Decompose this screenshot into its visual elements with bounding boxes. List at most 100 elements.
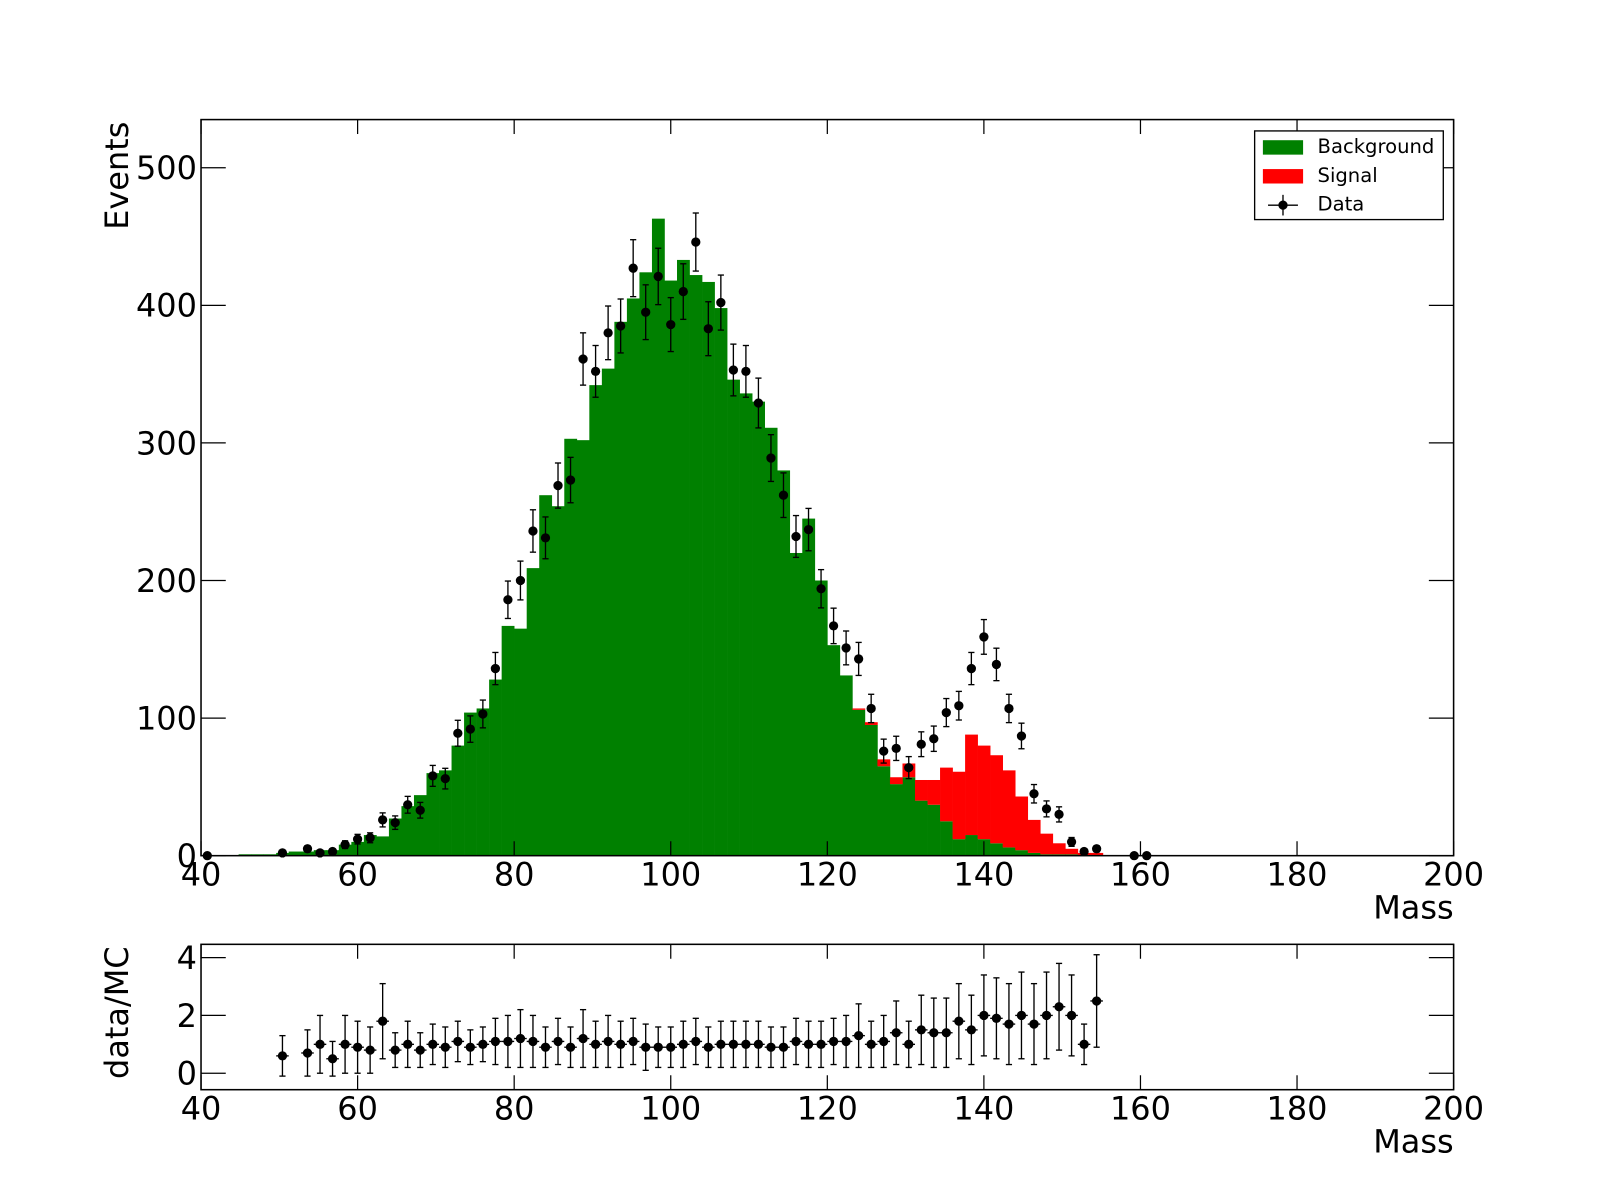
data-point <box>340 840 350 850</box>
data-marker <box>966 651 977 686</box>
ratio-marker <box>977 974 991 1057</box>
data-point <box>966 1025 977 1035</box>
data-point <box>490 663 501 674</box>
data-point <box>302 1048 313 1058</box>
data-point <box>553 1036 563 1047</box>
data-marker <box>828 607 839 645</box>
data-marker <box>590 344 601 398</box>
ratio-marker <box>702 1026 715 1069</box>
data-point <box>1016 731 1027 741</box>
ratio-marker <box>388 1032 402 1069</box>
data-point <box>1091 844 1102 854</box>
ratio-marker <box>902 1020 915 1069</box>
ratio-marker <box>651 1026 665 1069</box>
ratio-marker <box>889 1000 903 1066</box>
data-marker <box>716 274 726 331</box>
data-marker <box>1004 693 1014 724</box>
data-point <box>578 1033 588 1044</box>
ratio-marker <box>727 1020 740 1069</box>
data-marker <box>453 719 463 747</box>
histogram-bar <box>852 709 866 856</box>
histogram-bar <box>689 275 703 856</box>
data-point <box>403 800 413 810</box>
data-marker <box>1029 783 1039 804</box>
data-point <box>503 595 513 605</box>
data-marker <box>778 472 789 519</box>
data-point <box>929 1028 939 1038</box>
data-marker <box>390 815 400 831</box>
data-marker <box>691 212 701 272</box>
data-point <box>628 1036 638 1047</box>
y-tick-label: 4 <box>177 939 197 977</box>
data-marker <box>628 239 638 298</box>
data-marker <box>440 767 450 790</box>
ratio-marker <box>752 1020 765 1069</box>
data-point <box>879 746 889 756</box>
data-marker <box>503 580 513 620</box>
histogram-bar <box>977 745 991 840</box>
histogram-bar <box>889 784 903 856</box>
data-point <box>966 663 977 674</box>
data-point <box>1066 1010 1077 1021</box>
y-axis-label: Events <box>98 122 136 230</box>
data-marker <box>465 715 475 743</box>
histogram-bar <box>1090 852 1104 856</box>
y-tick-label: 100 <box>136 699 197 737</box>
ratio-marker <box>539 1026 552 1069</box>
data-point <box>728 365 739 375</box>
histogram-bar <box>839 675 853 856</box>
histogram-bar <box>965 835 978 856</box>
data-point <box>678 1039 688 1049</box>
data-point <box>991 659 1002 670</box>
data-point <box>553 480 563 491</box>
ratio-marker <box>1065 974 1078 1057</box>
ratio-marker <box>614 1020 627 1069</box>
ratio-marker <box>313 1014 327 1074</box>
ratio-marker <box>827 1017 840 1066</box>
data-point <box>378 815 388 825</box>
ratio-marker <box>814 1020 828 1069</box>
x-axis-label: Mass <box>1373 889 1453 927</box>
data-point <box>853 654 864 664</box>
data-marker <box>891 735 901 762</box>
data-marker <box>490 651 501 686</box>
data-point <box>954 701 964 711</box>
histogram-bar <box>476 708 490 856</box>
histogram-bar <box>489 679 502 856</box>
data-point <box>803 1039 814 1049</box>
x-tick-label: 100 <box>640 856 701 894</box>
data-marker <box>403 795 413 814</box>
histogram-bar <box>439 770 452 856</box>
data-point <box>929 734 939 744</box>
ratio-marker <box>301 1029 314 1077</box>
data-point <box>803 524 814 535</box>
data-point <box>415 805 425 815</box>
ratio-marker <box>864 1020 878 1069</box>
ratio-marker <box>839 1014 853 1069</box>
data-marker <box>378 812 388 828</box>
y-tick-label: 200 <box>136 562 197 600</box>
histogram-bar <box>388 818 402 856</box>
data-point <box>378 1016 388 1026</box>
data-marker <box>979 618 989 655</box>
x-tick-label: 80 <box>494 856 535 894</box>
data-point <box>1041 804 1052 814</box>
data-point <box>703 324 713 334</box>
ratio-marker <box>501 1014 515 1069</box>
histogram-bar <box>990 755 1003 844</box>
histogram-bar <box>664 280 678 856</box>
histogram-bar <box>714 308 728 856</box>
y-tick-label: 0 <box>177 1055 197 1093</box>
legend-label: Background <box>1318 135 1435 158</box>
histogram-bar <box>626 298 640 856</box>
legend-label: Signal <box>1318 164 1378 187</box>
data-marker <box>365 832 375 844</box>
ratio-marker <box>1027 982 1041 1066</box>
data-marker <box>327 846 338 857</box>
ratio-marker <box>714 1020 728 1069</box>
ratio-marker <box>276 1034 289 1077</box>
ratio-marker <box>1077 1023 1091 1066</box>
data-marker <box>653 247 663 306</box>
